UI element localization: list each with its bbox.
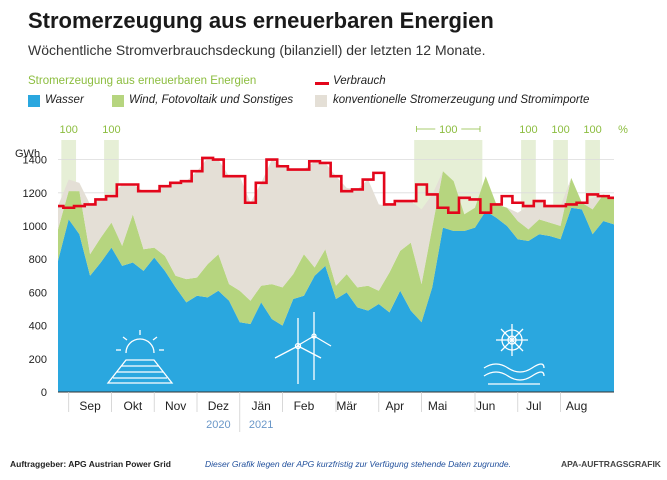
y-tick-label-7: 1400 — [23, 155, 47, 167]
solar-panel-icon — [106, 330, 174, 384]
consumption-line — [58, 156, 614, 215]
legend-wind-label: Wind, Fotovoltaik und Sonstiges — [129, 94, 294, 106]
month-label-4: Jän — [251, 399, 270, 413]
legend-water-swatch — [28, 95, 40, 107]
month-label-3: Dez — [208, 399, 229, 413]
icons — [106, 312, 545, 385]
hundred-label-1: 100 — [102, 124, 120, 136]
legend-water-label: Wasser — [45, 94, 84, 106]
legend-consumption-swatch — [315, 82, 329, 85]
legend-conventional-label: konventionelle Stromerzeugung und Stromi… — [333, 94, 590, 106]
page-subtitle: Wöchentliche Stromverbrauchsdeckung (bil… — [28, 42, 486, 58]
water-wheel-icon — [483, 324, 545, 385]
year-label-1: 2021 — [249, 419, 273, 431]
legend-group-label: Stromerzeugung aus erneuerbaren Energien — [28, 75, 257, 87]
y-tick-label-6: 1200 — [23, 188, 47, 200]
y-tick-label-5: 1000 — [23, 221, 47, 233]
y-tick-label-0: 0 — [41, 387, 47, 399]
hundred-percent-labels: 100 100 100 100 100 100% — [60, 124, 629, 136]
x-axis: Sep Okt Nov Dez Jän Feb Mär Apr Mai Jun Jul Aug 2020… — [58, 391, 614, 432]
hundred-label-3: 100 — [519, 124, 537, 136]
y-tick-label-4: 800 — [29, 254, 47, 266]
y-tick-label-3: 600 — [29, 287, 47, 299]
hundred-label-2: 100 — [439, 124, 457, 136]
y-tick-label-2: 400 — [29, 321, 47, 333]
month-label-1: Okt — [124, 399, 143, 413]
footer-note: Dieser Grafik liegen der APG kurzfristig… — [205, 459, 511, 469]
month-label-5: Feb — [294, 399, 315, 413]
percent-sign: % — [618, 124, 628, 136]
hundred-label-4: 100 — [551, 124, 569, 136]
month-label-0: Sep — [79, 399, 101, 413]
month-label-7: Apr — [385, 399, 404, 413]
hundred-label-0: 100 — [60, 124, 78, 136]
month-label-11: Aug — [566, 399, 587, 413]
month-label-2: Nov — [165, 399, 186, 413]
wind-area — [58, 171, 614, 326]
year-label-0: 2020 — [206, 419, 230, 431]
conventional-area — [58, 157, 614, 301]
legend-conventional-swatch — [315, 95, 327, 107]
footer-client: Auftraggeber: APG Austrian Power Grid — [10, 459, 171, 469]
y-tick-label-1: 200 — [29, 354, 47, 366]
legend-wind-swatch — [112, 95, 124, 107]
month-label-9: Jun — [476, 399, 495, 413]
legend-consumption-label: Verbrauch — [333, 75, 386, 87]
month-label-6: Mär — [336, 399, 357, 413]
hundred-label-5: 100 — [583, 124, 601, 136]
footer-credit: APA-AUFTRAGSGRAFIK — [561, 459, 661, 469]
y-axis-label: GWh — [15, 148, 40, 160]
page-title: Stromerzeugung aus erneuerbaren Energien — [28, 8, 494, 33]
stacked-areas — [58, 156, 614, 392]
month-label-8: Mai — [428, 399, 447, 413]
month-label-10: Jul — [526, 399, 541, 413]
water-area — [58, 207, 614, 392]
wind-turbine-icon — [274, 312, 332, 384]
